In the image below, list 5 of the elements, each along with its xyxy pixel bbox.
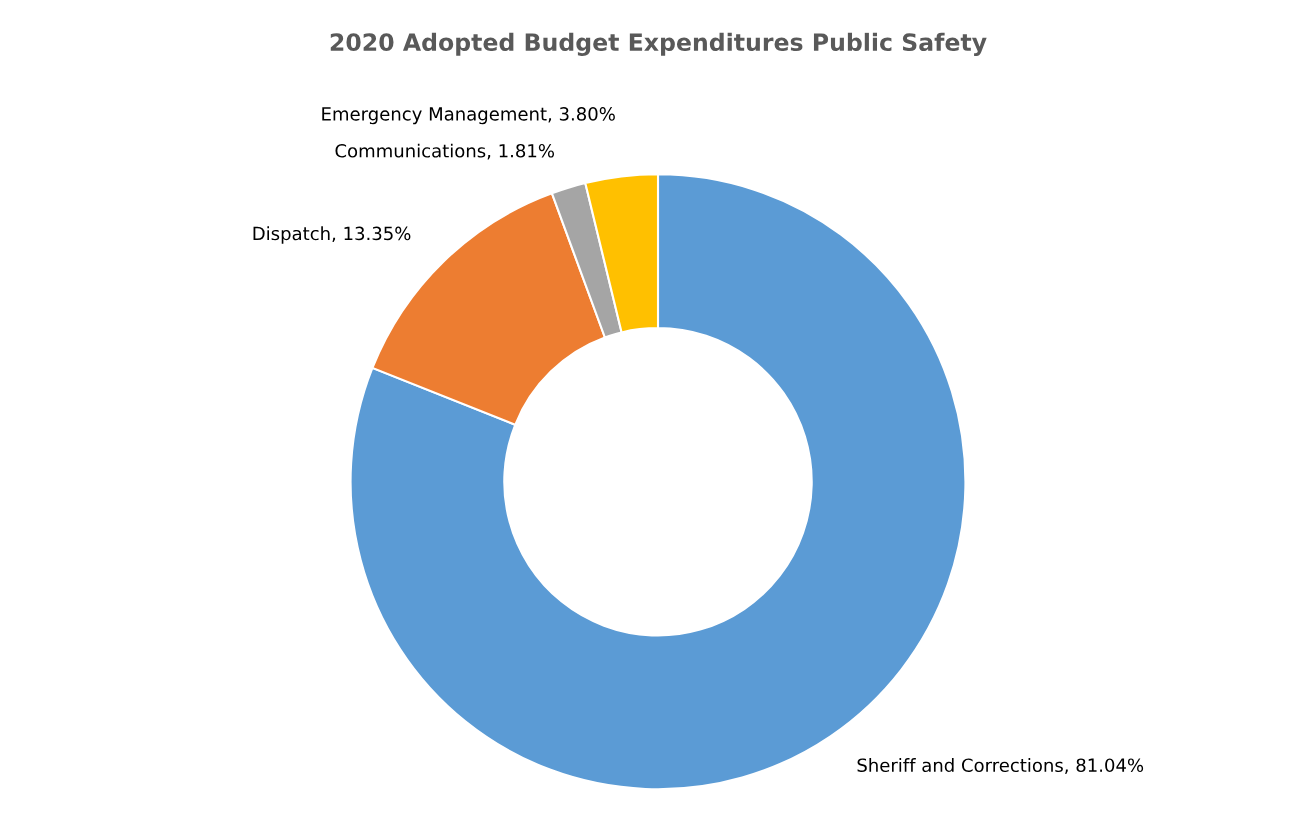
slice-label: Sheriff and Corrections, 81.04% (857, 758, 1144, 774)
slice-label: Emergency Management, 3.80% (322, 107, 615, 125)
slice-label: Communications, 1.81% (335, 143, 555, 160)
slice-label: Dispatch, 13.35% (253, 226, 411, 244)
chart-title: 2020 Adopted Budget Expenditures Public Safety (330, 32, 987, 56)
